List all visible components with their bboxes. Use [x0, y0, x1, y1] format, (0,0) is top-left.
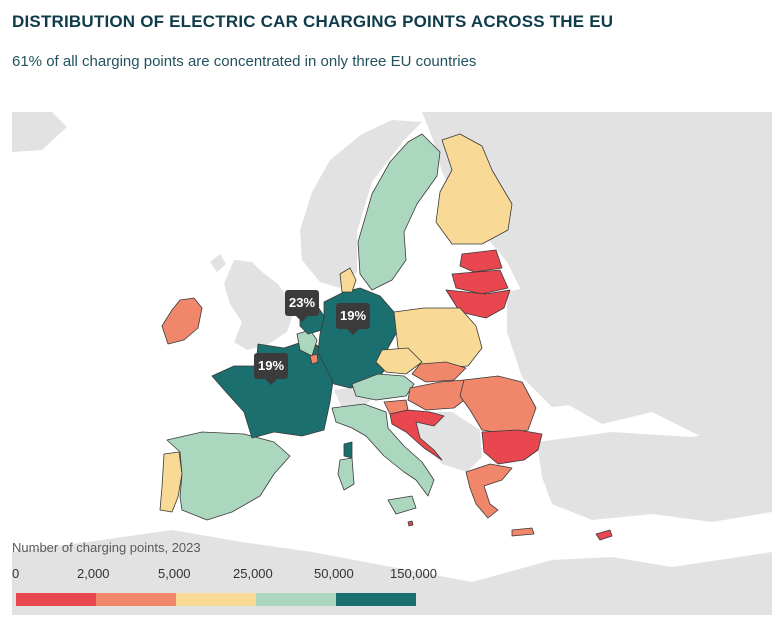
country-france-corsica[interactable] — [343, 441, 353, 459]
legend-tick: 25,000 — [233, 566, 273, 581]
country-italy-sardinia[interactable] — [337, 457, 355, 491]
turkey-land — [537, 422, 772, 522]
country-hungary[interactable] — [407, 379, 473, 411]
uk-land — [224, 260, 295, 350]
country-cyprus[interactable] — [595, 529, 613, 541]
country-finland[interactable] — [435, 133, 513, 245]
non-eu-land — [12, 112, 772, 615]
legend-tick: 2,000 — [77, 566, 110, 581]
country-bulgaria[interactable] — [481, 429, 543, 465]
country-estonia[interactable] — [459, 249, 503, 273]
country-poland[interactable] — [393, 307, 483, 369]
country-denmark[interactable] — [339, 267, 357, 293]
legend-swatch-2 — [176, 593, 256, 606]
legend-tick: 50,000 — [314, 566, 354, 581]
callout-france: 19% — [254, 353, 288, 385]
country-italy[interactable] — [331, 403, 435, 497]
country-sweden[interactable] — [357, 133, 441, 291]
country-greece[interactable] — [465, 463, 513, 519]
norway-land — [300, 120, 422, 288]
country-czechia[interactable] — [375, 347, 423, 375]
country-france[interactable] — [211, 339, 335, 439]
eu-map — [12, 112, 772, 615]
legend-tick: 150,000 — [390, 566, 437, 581]
page-subtitle: 61% of all charging points are concentra… — [12, 53, 477, 70]
scotland-island-land — [210, 254, 226, 272]
balkans-nonEU-land — [407, 412, 482, 472]
callout-germany: 19% — [336, 303, 370, 335]
legend-swatch-1 — [96, 593, 176, 606]
legend-tick: 0 — [12, 566, 20, 581]
country-italy-sicily[interactable] — [387, 495, 417, 515]
legend-title: Number of charging points, 2023 — [12, 540, 201, 555]
page-title: DISTRIBUTION OF ELECTRIC CAR CHARGING PO… — [12, 12, 614, 31]
iceland-area-land — [12, 112, 67, 152]
country-malta[interactable] — [407, 520, 414, 527]
legend-swatch-3 — [256, 593, 336, 606]
legend-swatch-0 — [16, 593, 96, 606]
country-spain[interactable] — [166, 431, 291, 521]
russia-east-land — [422, 112, 772, 442]
country-slovakia[interactable] — [411, 361, 467, 383]
country-ireland[interactable] — [161, 297, 203, 345]
belarus-ukraine-land — [507, 282, 632, 407]
country-latvia[interactable] — [451, 269, 509, 295]
legend-swatch-4 — [336, 593, 416, 606]
country-croatia[interactable] — [389, 409, 445, 461]
country-greece-crete[interactable] — [511, 527, 535, 537]
eu-countries — [159, 133, 613, 541]
country-portugal[interactable] — [159, 451, 183, 513]
country-luxembourg[interactable] — [309, 353, 319, 365]
callout-netherlands: 23% — [285, 290, 319, 322]
legend-tick: 5,000 — [158, 566, 191, 581]
